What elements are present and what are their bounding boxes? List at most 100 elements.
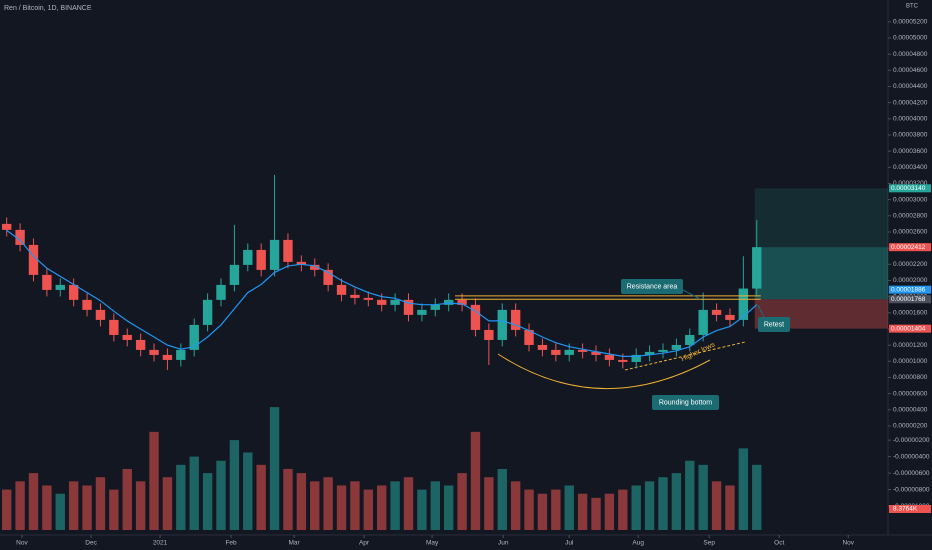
candle-body	[618, 359, 628, 362]
candle-body	[82, 299, 92, 310]
volume-label: 8.3764K	[893, 506, 918, 513]
y-tick-label: 0.00003800	[893, 132, 928, 139]
volume-bar	[577, 493, 588, 530]
candle-body	[323, 269, 333, 285]
candle-body	[685, 334, 695, 345]
candle-body	[417, 309, 427, 315]
x-tick-label: Jun	[498, 540, 509, 547]
y-tick-label: 0.00002600	[893, 229, 928, 236]
candle-body	[68, 284, 79, 300]
chart-title: Ren / Bitcoin, 1D, BINANCE	[4, 5, 92, 12]
volume-bar	[135, 481, 146, 530]
y-tick-label: 0.00000800	[893, 374, 928, 381]
volume-bar	[283, 468, 293, 530]
volume-bar	[417, 489, 427, 530]
candle-body	[95, 309, 106, 320]
volume-bar	[497, 468, 507, 530]
y-tick-label: 0.00004400	[893, 83, 928, 90]
volume-bar	[631, 485, 641, 530]
annotation: Retest	[764, 321, 784, 328]
candle-body	[229, 264, 240, 285]
volume-bar	[2, 489, 12, 530]
volume-bar	[363, 489, 374, 530]
annotation-box	[621, 279, 683, 294]
y-tick-label: 0.00004200	[893, 99, 928, 106]
candle-body	[403, 299, 414, 315]
x-tick-label: 2021	[153, 540, 168, 547]
volume-bar	[162, 477, 173, 530]
y-tick-label: 0.00003000	[893, 196, 928, 203]
candle-body	[283, 239, 293, 262]
candle-body	[243, 249, 253, 265]
candle-body	[2, 223, 12, 230]
volume-bar	[95, 477, 106, 530]
y2-tick-label: -0.00000800	[893, 486, 930, 493]
annotation-pointer	[757, 304, 765, 318]
y-tick-label: 0.00004800	[893, 51, 928, 58]
y-tick-label: 0.00002200	[893, 261, 928, 268]
volume-bar	[310, 481, 320, 530]
annotation-box	[758, 317, 790, 332]
volume-bar	[149, 431, 159, 530]
candle-body	[591, 351, 601, 355]
price-label: 0.00001768	[891, 296, 926, 303]
volume-bar	[55, 493, 65, 530]
volume-bar	[390, 481, 400, 530]
x-tick-label: Feb	[225, 540, 237, 547]
volume-bar	[537, 493, 548, 530]
candle-body	[256, 249, 266, 270]
volume-bar	[350, 481, 360, 530]
volume-bar	[725, 485, 735, 530]
volume-bar	[685, 460, 695, 530]
candle-body	[725, 314, 735, 320]
candle-body	[162, 354, 173, 360]
candle-body	[551, 349, 561, 355]
volume-bar	[430, 481, 440, 530]
candle-body	[28, 244, 39, 275]
candle-body	[42, 274, 52, 290]
candle-body	[176, 349, 186, 360]
volume-bar	[444, 485, 454, 530]
y-tick-label: 0.00004000	[893, 116, 928, 123]
candle-body	[658, 349, 668, 352]
x-tick-label: Nov	[16, 540, 28, 547]
volume-bar	[604, 493, 615, 530]
y-tick-label: 0.00002800	[893, 213, 928, 220]
target-zone	[754, 188, 888, 248]
candle-body	[604, 354, 615, 360]
annotation: Rounding bottom	[659, 399, 712, 406]
volume-bar	[551, 489, 561, 530]
y-tick-label: 0.00003200	[893, 180, 928, 187]
volume-bar	[269, 407, 280, 530]
annotation-box	[652, 395, 719, 410]
volume-bar	[377, 485, 387, 530]
candle-body	[537, 344, 548, 350]
x-tick-label: Apr	[359, 540, 370, 547]
candle-body	[631, 354, 641, 362]
candle-body	[470, 304, 481, 330]
price-label: 0.00001886	[891, 286, 926, 293]
x-tick-label: May	[426, 540, 439, 547]
candle-body	[698, 309, 708, 335]
candle-body	[711, 309, 722, 315]
candle-body	[135, 339, 146, 350]
y-tick-label: 0.00001000	[893, 358, 928, 365]
y-tick-label: 0.00001200	[893, 342, 928, 349]
volume-bar	[403, 477, 414, 530]
x-tick-label: Mar	[289, 540, 301, 547]
y-tick-label: 0.00001600	[893, 310, 928, 317]
volume-bar	[510, 481, 521, 530]
y-tick-label: 0.00005000	[893, 35, 928, 42]
volume-bar	[68, 481, 79, 530]
price-label: 0.00002412	[891, 244, 926, 251]
candle-body	[484, 329, 494, 340]
candle-body	[671, 344, 682, 350]
volume-bar	[591, 497, 601, 530]
volume-bar	[42, 485, 52, 530]
candle-body	[457, 299, 467, 305]
volume-bar	[470, 431, 481, 530]
volume-bar	[109, 489, 119, 530]
volume-bar	[256, 464, 266, 530]
volume-bar	[189, 456, 199, 530]
